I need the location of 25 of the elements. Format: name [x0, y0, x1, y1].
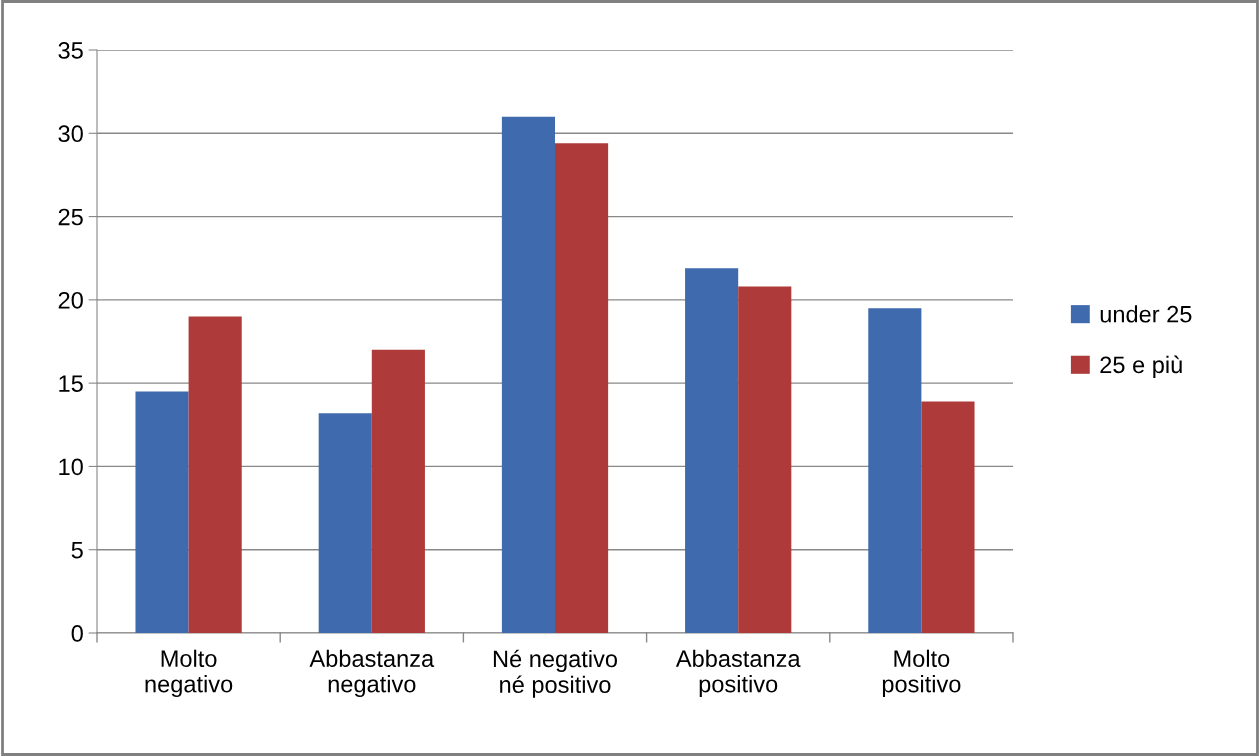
x-tick-label: Molto negativo	[145, 649, 233, 698]
bar	[921, 401, 975, 633]
y-tick-label: 0	[71, 625, 83, 642]
bar	[868, 308, 922, 633]
x-tick-label: Abbastanza positivo	[675, 649, 801, 698]
bar	[501, 116, 555, 633]
x-tick-label: Né negativo né positivo	[493, 649, 618, 698]
legend-label: 25 e più	[1100, 355, 1182, 378]
bar	[318, 413, 372, 633]
bar	[685, 268, 739, 633]
bar	[555, 143, 609, 633]
y-tick-label: 35	[58, 42, 83, 59]
y-tick-label: 25	[58, 208, 83, 226]
x-tick-label: Abbastanza negativo	[309, 649, 435, 698]
legend-label: under 25	[1100, 305, 1192, 323]
y-tick-label: 10	[59, 458, 83, 476]
y-tick-label: 30	[58, 125, 83, 143]
bar	[738, 286, 792, 633]
bar	[371, 349, 425, 633]
y-tick-label: 5	[71, 542, 83, 559]
y-tick-label: 20	[58, 291, 83, 309]
x-tick-label: Molto positivo	[882, 649, 961, 698]
bar	[188, 316, 242, 633]
y-tick-label: 15	[59, 375, 83, 392]
bar	[135, 391, 189, 633]
